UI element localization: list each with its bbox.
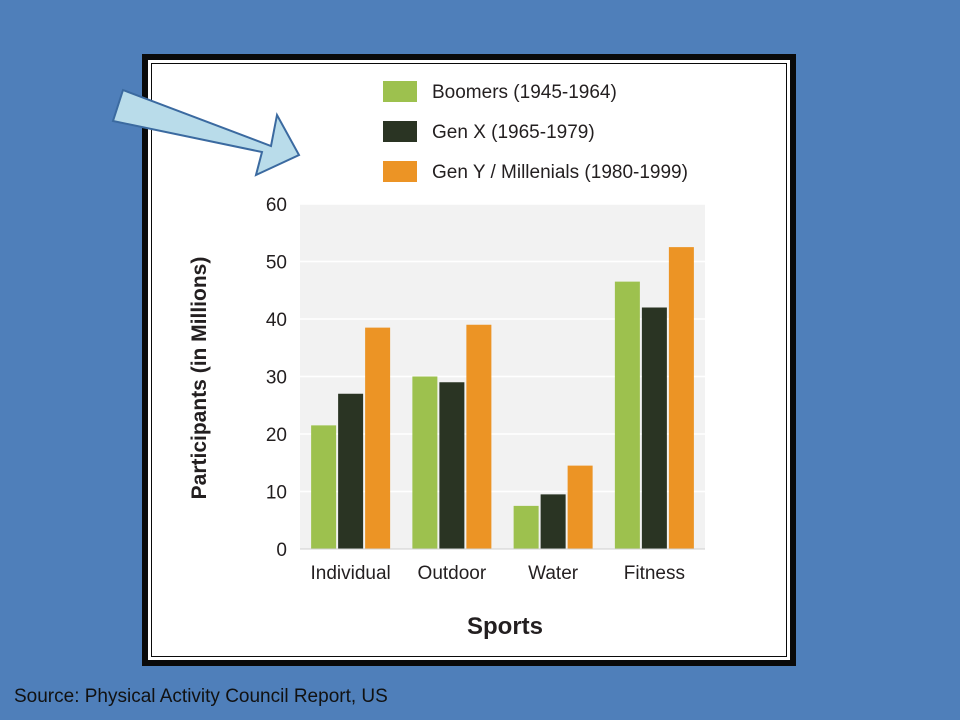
- x-axis-ticks: Individual Outdoor Water Fitness: [310, 563, 685, 584]
- legend-swatch: [383, 121, 417, 142]
- bar: [641, 307, 667, 549]
- source-caption: Source: Physical Activity Council Report…: [14, 686, 388, 707]
- y-tick-label: 60: [266, 195, 287, 216]
- bar: [466, 324, 492, 549]
- y-axis-ticks: 0 10 20 30 40 50 60: [266, 195, 287, 561]
- x-axis-label: Sports: [467, 613, 543, 640]
- y-tick-label: 50: [266, 253, 287, 274]
- y-tick-label: 0: [276, 540, 287, 561]
- legend: Boomers (1945-1964) Gen X (1965-1979) Gen …: [383, 81, 688, 183]
- y-tick-label: 40: [266, 310, 287, 331]
- bar: [412, 376, 438, 549]
- y-tick-label: 20: [266, 425, 287, 446]
- legend-label: Gen Y / Millenials (1980-1999): [432, 162, 688, 183]
- bars: [311, 247, 694, 549]
- y-tick-label: 10: [266, 483, 287, 504]
- x-tick-label: Fitness: [624, 563, 685, 584]
- legend-swatch: [383, 161, 417, 182]
- bar: [311, 425, 337, 549]
- y-axis-label: Participants (in Millions): [188, 257, 211, 500]
- bar: [338, 393, 364, 549]
- bar: [439, 382, 465, 549]
- legend-swatch: [383, 81, 417, 102]
- bar: [513, 505, 539, 549]
- bar: [540, 494, 566, 549]
- bar: [668, 247, 694, 549]
- legend-label: Gen X (1965-1979): [432, 122, 595, 143]
- x-tick-label: Outdoor: [418, 563, 487, 584]
- bar: [365, 327, 391, 549]
- bar: [567, 465, 593, 549]
- x-tick-label: Individual: [310, 563, 390, 584]
- bar: [614, 281, 640, 549]
- x-tick-label: Water: [528, 563, 579, 584]
- right-arrow-icon: [111, 88, 301, 177]
- y-tick-label: 30: [266, 368, 287, 389]
- legend-label: Boomers (1945-1964): [432, 82, 617, 103]
